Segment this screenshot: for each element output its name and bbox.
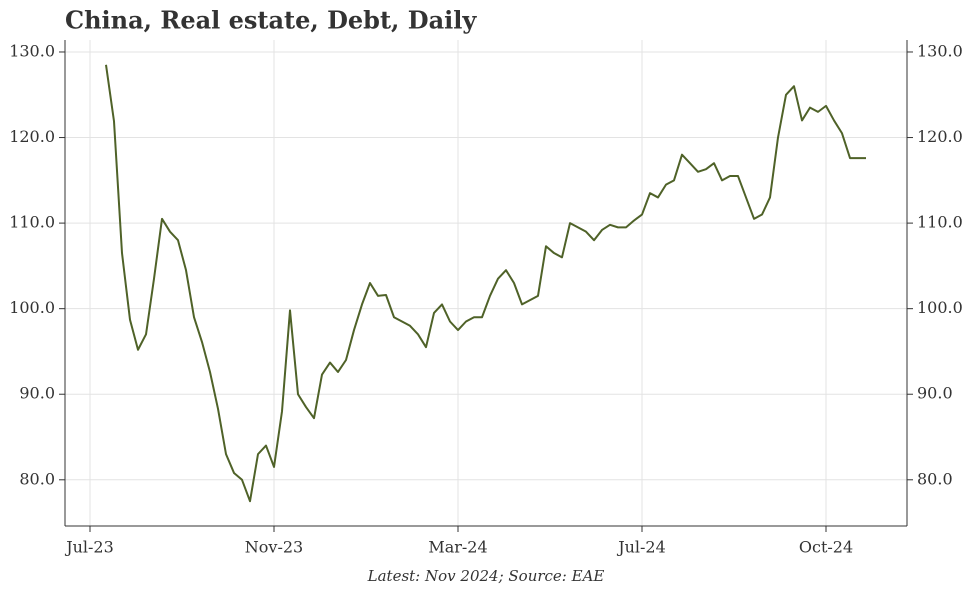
- x-tick-label: Jul-23: [64, 538, 114, 557]
- y-tick-label: 110.0: [9, 213, 55, 232]
- y-tick-label: 120.0: [9, 127, 55, 146]
- line-series: [105, 64, 866, 503]
- x-tick-label: Jul-24: [616, 538, 666, 557]
- chart-title: China, Real estate, Debt, Daily: [65, 6, 477, 35]
- y2-tick-label: 110.0: [917, 213, 963, 232]
- y2-tick-label: 130.0: [917, 41, 963, 60]
- footnote: Latest: Nov 2024; Source: EAE: [367, 567, 605, 585]
- x-tick-label: Mar-24: [428, 538, 487, 557]
- y2-tick-label: 90.0: [917, 384, 953, 403]
- y-tick-label: 100.0: [9, 298, 55, 317]
- y2-tick-label: 120.0: [917, 127, 963, 146]
- x-tick-label: Nov-23: [245, 538, 303, 557]
- y2-tick-label: 100.0: [917, 298, 963, 317]
- y-tick-label: 130.0: [9, 41, 55, 60]
- y-tick-label: 80.0: [19, 469, 55, 488]
- y2-tick-label: 80.0: [917, 469, 953, 488]
- y-tick-label: 90.0: [19, 384, 55, 403]
- x-tick-label: Oct-24: [799, 538, 853, 557]
